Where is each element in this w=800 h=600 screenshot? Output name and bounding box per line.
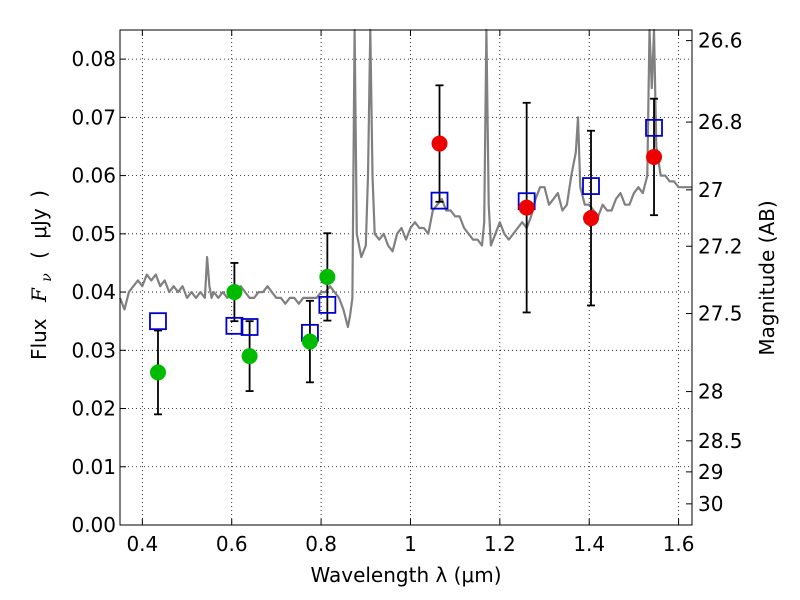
x-tick-label: 0.6: [216, 532, 248, 556]
x-axis-label: Wavelength λ (μm): [310, 563, 501, 587]
x-tick-label: 0.4: [126, 532, 158, 556]
y-tick-label: 0.06: [71, 164, 116, 188]
flux-point: [319, 268, 336, 285]
x-tick-label: 1.6: [663, 532, 695, 556]
model-flux-square: [149, 312, 167, 331]
spectrum-layer: [118, 28, 692, 329]
x-tick-label: 1.4: [573, 532, 605, 556]
y-axis-label-close-paren: ): [27, 190, 51, 198]
y2-tick-label: 28: [698, 380, 723, 404]
flux-point: [301, 333, 318, 350]
y-axis-label-unit: μJy: [27, 208, 51, 239]
model-flux-square: [582, 177, 600, 195]
flux-point: [646, 148, 663, 165]
y2-tick-label: 26.8: [698, 110, 743, 134]
flux-point: [518, 199, 535, 216]
y2-tick-label: 27.2: [698, 234, 743, 258]
y-tick-label: 0.08: [71, 47, 116, 71]
y2-tick-label: 30: [698, 492, 723, 516]
flux-point: [226, 284, 243, 301]
model-flux-square: [240, 318, 259, 336]
flux-point: [241, 348, 258, 365]
y2-tick-label: 29: [698, 460, 723, 484]
model-flux-square: [318, 295, 337, 314]
y-tick-label: 0.02: [71, 397, 116, 421]
flux-point: [583, 210, 600, 227]
y2-axis-label: Magnitude (AB): [755, 200, 779, 355]
y-tick-label: 0.01: [71, 455, 116, 479]
marker-layer: [149, 118, 663, 381]
y-tick-label: 0.03: [71, 338, 116, 362]
y-tick-label: 0.05: [71, 222, 116, 246]
flux-point: [149, 364, 166, 381]
tick-layer: 0.4 0.6 0.8 1 1.2 1.4 1.6 0.00 0.01 0.02 0.03 0.04 0…: [71, 29, 742, 556]
x-tick-label: 0.8: [305, 532, 337, 556]
y-axis-label-word: Flux: [27, 318, 51, 360]
x-tick-label: 1.2: [484, 532, 516, 556]
y2-tick-label: 26.6: [698, 29, 743, 53]
spectrum-line: [118, 28, 692, 329]
y-axis-label-open-paren: (: [27, 251, 51, 259]
y-axis-label-subscript: ν: [39, 273, 55, 282]
model-flux-square: [430, 191, 449, 210]
y-tick-label: 0.00: [71, 513, 116, 537]
errorbar-layer: [153, 84, 659, 416]
y2-tick-label: 28.5: [698, 429, 743, 453]
y-axis-label: Flux F ν ( μJy ): [27, 190, 56, 360]
x-tick-label: 1: [404, 532, 417, 556]
plot-frame: [119, 29, 693, 526]
y-tick-label: 0.07: [71, 105, 116, 129]
y2-tick-label: 27.5: [698, 302, 743, 326]
y-tick-label: 0.04: [71, 280, 116, 304]
flux-point: [431, 135, 448, 152]
y-axis-label-symbol: F: [27, 287, 51, 303]
model-flux-square: [645, 118, 663, 137]
y2-tick-label: 27: [698, 178, 723, 202]
